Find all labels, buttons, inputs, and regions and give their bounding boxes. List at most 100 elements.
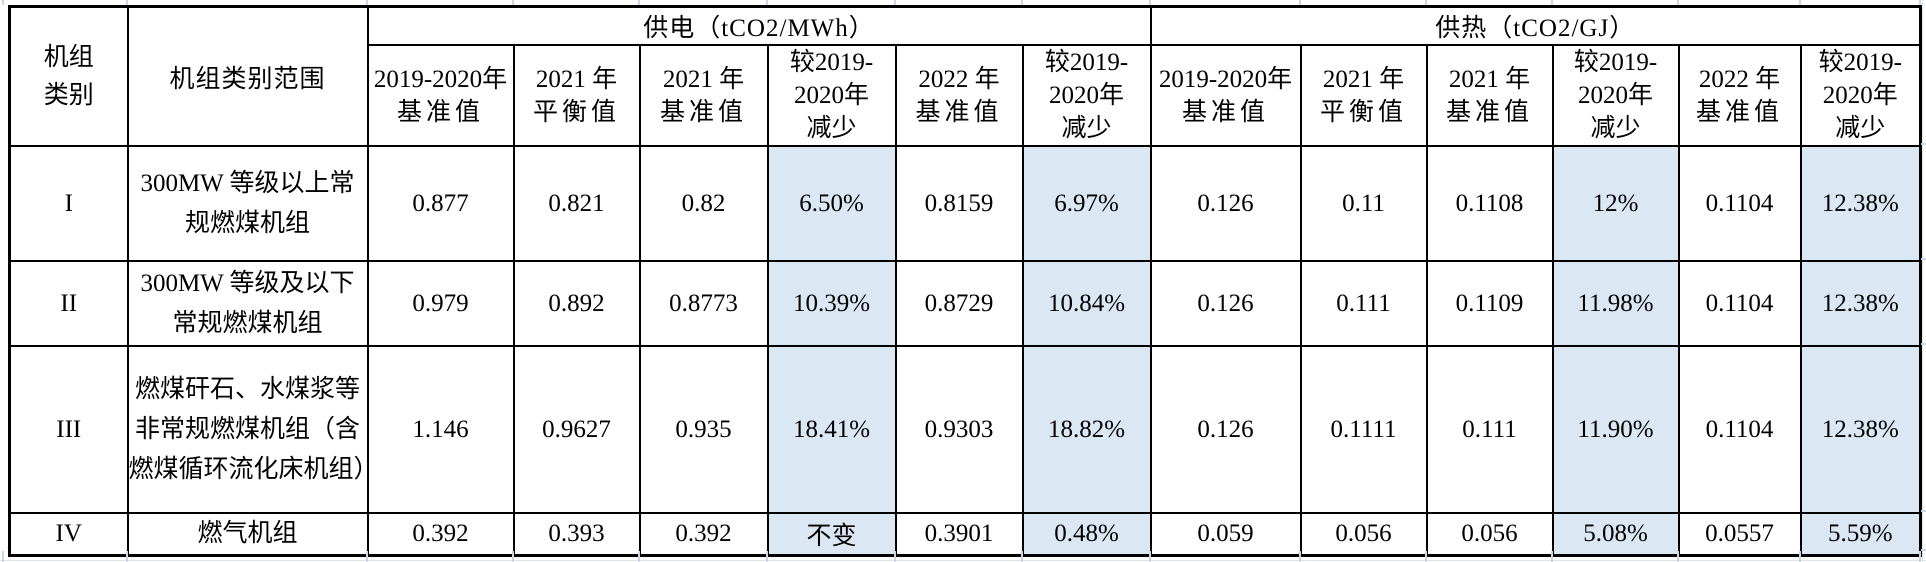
cell-value: 0.821 (512, 145, 641, 262)
cell-value-reduction: 18.41% (766, 345, 897, 514)
gridline-stub (1425, 0, 1427, 5)
gridline-stub (1921, 143, 1926, 145)
gridline-stub (1921, 343, 1926, 345)
gridline-stub (1299, 0, 1301, 5)
gridline-stub (126, 0, 128, 5)
column-header-power-reduce22: 较2019- 2020年 减少 (1021, 44, 1152, 147)
gridline-stub (1921, 258, 1926, 260)
column-header-heat-base21: 2021 年 基准值 (1425, 44, 1554, 147)
cell-value: 0.9303 (894, 345, 1024, 514)
cell-value: 0.1109 (1425, 260, 1554, 347)
gridline-stub (1677, 551, 1679, 562)
group-header-heat: 供热（tCO2/GJ） (1149, 5, 1922, 46)
spreadsheet-gridline (1922, 0, 1923, 562)
cell-scope: 300MW 等级以上常规燃煤机组 (126, 145, 369, 262)
gridline-stub (1149, 551, 1151, 562)
gridline-stub (1021, 551, 1023, 562)
gridline-stub (512, 551, 514, 562)
cell-value: 0.11 (1299, 145, 1428, 262)
gridline-stub (766, 0, 768, 5)
cell-value: 0.126 (1149, 345, 1302, 514)
column-header-heat-balance21: 2021 年 平衡值 (1299, 44, 1428, 147)
gridline-stub (1921, 510, 1926, 512)
gridline-stub (366, 0, 368, 5)
gridline-stub (512, 0, 514, 5)
corner-header-cell: 机组 类别 (8, 5, 129, 147)
table-row-1: I 300MW 等级以上常规燃煤机组 0.877 0.821 0.82 6.50… (8, 145, 1922, 262)
gridline-stub (1299, 551, 1301, 562)
cell-value: 0.1104 (1677, 145, 1802, 262)
cell-value-reduction: 12.38% (1799, 260, 1922, 347)
cell-category: IV (8, 512, 129, 557)
cell-value: 0.126 (1149, 260, 1302, 347)
cell-value-reduction: 12.38% (1799, 345, 1922, 514)
gridline-stub (1919, 0, 1921, 5)
cell-value-reduction: 5.08% (1551, 512, 1680, 557)
cell-scope: 燃气机组 (126, 512, 369, 557)
column-header-power-base21: 2021 年 基准值 (638, 44, 769, 147)
gridline-stub (1799, 0, 1801, 5)
cell-value: 0.3901 (894, 512, 1024, 557)
gridline-stub (366, 551, 368, 562)
cell-value-reduction: 11.98% (1551, 260, 1680, 347)
gridline-stub (1677, 0, 1679, 5)
sub-header-row: 2019-2020年 基准值 2021 年 平衡值 2021 年 基准值 较20… (10, 44, 1922, 147)
corner-header-line2: 类别 (43, 81, 94, 109)
cell-value: 0.056 (1425, 512, 1554, 557)
cell-value: 0.8159 (894, 145, 1024, 262)
column-header-power-balance21: 2021 年 平衡值 (512, 44, 641, 147)
cell-value-reduction: 12% (1551, 145, 1680, 262)
gridline-stub (894, 0, 896, 5)
column-header-heat-base1920: 2019-2020年 基准值 (1149, 44, 1302, 147)
cell-value-reduction: 18.82% (1021, 345, 1152, 514)
cell-value: 0.0557 (1677, 512, 1802, 557)
cell-value-reduction: 0.48% (1021, 512, 1152, 557)
gridline-stub (1021, 0, 1023, 5)
gridline-stub (1551, 0, 1553, 5)
cell-category: II (8, 260, 129, 347)
cell-scope: 300MW 等级及以下常规燃煤机组 (126, 260, 369, 347)
cell-value: 0.892 (512, 260, 641, 347)
cell-value: 0.1104 (1677, 260, 1802, 347)
table-row-4: IV 燃气机组 0.392 0.393 0.392 不变 0.3901 0.48… (8, 512, 1922, 557)
cell-category: III (8, 345, 129, 514)
gridline-stub (2, 551, 4, 562)
cell-value: 0.111 (1299, 260, 1428, 347)
emission-benchmark-table: 机组 类别 机组类别范围 供电（tCO2/MWh） 供热（tCO2/GJ） 20… (8, 5, 1922, 557)
cell-value-reduction: 6.50% (766, 145, 897, 262)
gridline-stub (1425, 551, 1427, 562)
cell-value-reduction: 6.97% (1021, 145, 1152, 262)
cell-value: 0.056 (1299, 512, 1428, 557)
table-row-3: III 燃煤矸石、水煤浆等非常规燃煤机组（含燃煤循环流化床机组） 1.146 0… (8, 345, 1922, 514)
table-row-2: II 300MW 等级及以下常规燃煤机组 0.979 0.892 0.8773 … (8, 260, 1922, 347)
cell-value: 0.392 (366, 512, 515, 557)
group-header-row: 机组 类别 机组类别范围 供电（tCO2/MWh） 供热（tCO2/GJ） (8, 5, 1922, 147)
cell-value-reduction: 不变 (766, 512, 897, 557)
cell-value-reduction: 11.90% (1551, 345, 1680, 514)
gridline-stub (1921, 549, 1926, 551)
cell-value: 0.979 (366, 260, 515, 347)
cell-value-reduction: 12.38% (1799, 145, 1922, 262)
cell-category: I (8, 145, 129, 262)
cell-value: 0.8773 (638, 260, 769, 347)
gridline-stub (2, 0, 4, 5)
cell-value: 0.8729 (894, 260, 1024, 347)
cell-value: 0.9627 (512, 345, 641, 514)
cell-value-reduction: 10.84% (1021, 260, 1152, 347)
column-header-heat-reduce21: 较2019- 2020年 减少 (1551, 44, 1680, 147)
scope-header-cell: 机组类别范围 (126, 5, 369, 147)
gridline-stub (894, 551, 896, 562)
column-header-power-reduce21: 较2019- 2020年 减少 (766, 44, 897, 147)
group-header-power: 供电（tCO2/MWh） (366, 5, 1152, 46)
cell-value: 0.392 (638, 512, 769, 557)
cell-value: 0.059 (1149, 512, 1302, 557)
cell-value: 0.1104 (1677, 345, 1802, 514)
gridline-stub (1919, 551, 1921, 562)
column-header-power-base1920: 2019-2020年 基准值 (366, 44, 515, 147)
cell-value: 0.111 (1425, 345, 1554, 514)
cell-value: 0.935 (638, 345, 769, 514)
column-header-heat-reduce22: 较2019- 2020年 减少 (1799, 44, 1922, 147)
column-header-heat-base22: 2022 年 基准值 (1677, 44, 1802, 147)
cell-value: 0.393 (512, 512, 641, 557)
